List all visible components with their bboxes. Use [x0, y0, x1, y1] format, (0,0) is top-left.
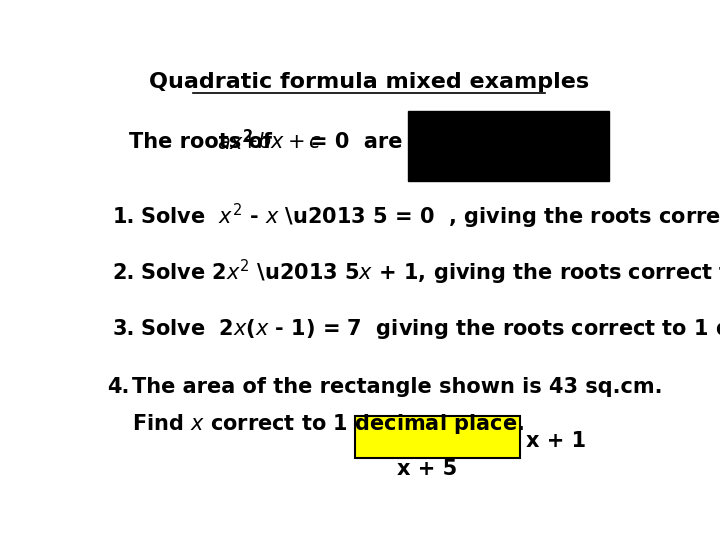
Bar — [408, 111, 609, 181]
Text: Solve  2$x$($x$ - 1) = 7  giving the roots correct to 1 decimal place.: Solve 2$x$($x$ - 1) = 7 giving the roots… — [140, 317, 720, 341]
Text: 2.: 2. — [112, 262, 135, 283]
Text: = 0  are: = 0 are — [310, 132, 403, 152]
Text: 1.: 1. — [112, 207, 135, 227]
Text: x + 5: x + 5 — [397, 459, 458, 479]
Text: The roots of: The roots of — [129, 132, 279, 152]
Text: Solve 2$x^2$ \u2013 5$x$ + 1, giving the roots correct to 2 decimal places.: Solve 2$x^2$ \u2013 5$x$ + 1, giving the… — [140, 258, 720, 287]
Text: $\mathbf{\mathit{ax}}^{\mathbf{2}}$: $\mathbf{\mathit{ax}}^{\mathbf{2}}$ — [217, 129, 253, 154]
Text: Quadratic formula mixed examples: Quadratic formula mixed examples — [149, 72, 589, 92]
Bar — [355, 416, 520, 458]
Text: 4.: 4. — [107, 377, 129, 397]
Text: 3.: 3. — [112, 319, 135, 339]
Text: Solve  $x^2$ - $x$ \u2013 5 = 0  , giving the roots correct to 1 decimal place.: Solve $x^2$ - $x$ \u2013 5 = 0 , giving … — [140, 202, 720, 231]
Text: The area of the rectangle shown is 43 sq.cm.: The area of the rectangle shown is 43 sq… — [132, 377, 662, 397]
Text: $\mathbf{\mathit{+ bx + c}}$: $\mathbf{\mathit{+ bx + c}}$ — [240, 132, 321, 152]
Text: Find $x$ correct to 1 decimal place.: Find $x$ correct to 1 decimal place. — [132, 413, 523, 436]
Text: x + 1: x + 1 — [526, 431, 587, 451]
